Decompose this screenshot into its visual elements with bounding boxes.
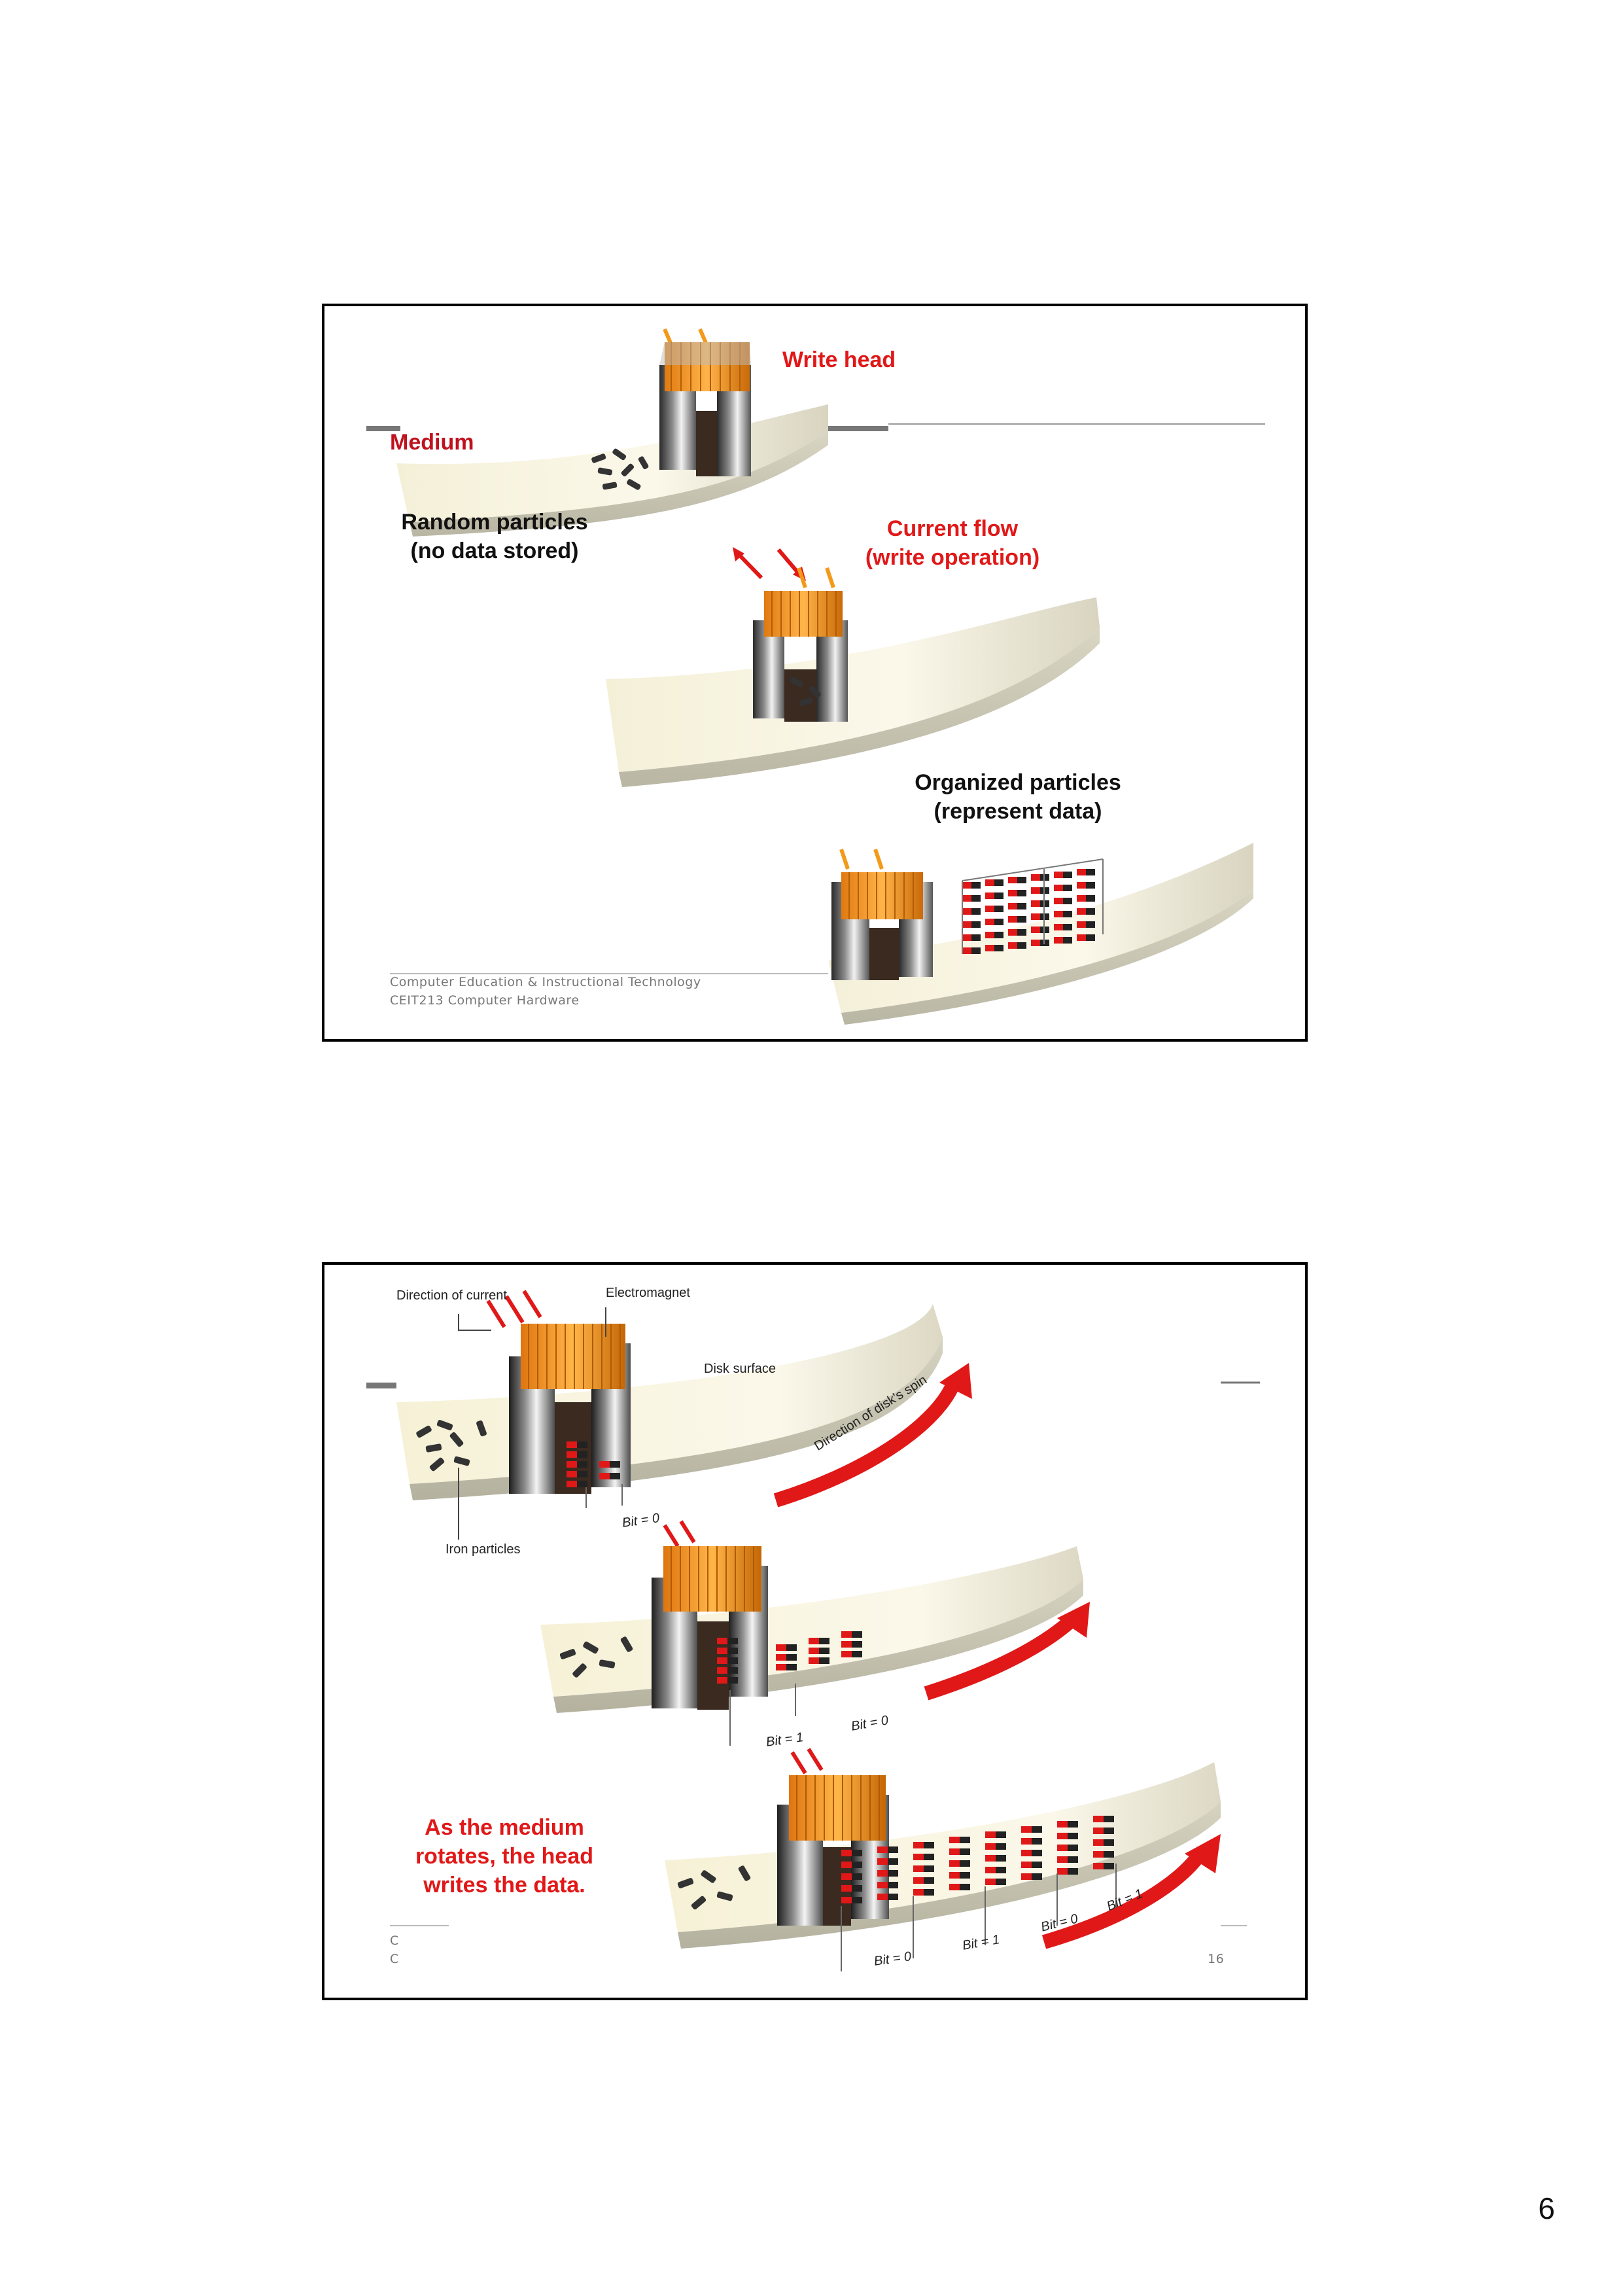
organized-particles (962, 858, 1104, 954)
write-head-label: Write head (782, 347, 896, 372)
write-head-3 (831, 849, 933, 980)
spin-arrow-1 (773, 1383, 959, 1508)
spin-arrow-3 (1041, 1852, 1204, 1949)
iron-particles-label: Iron particles (445, 1542, 521, 1557)
platter-1 (396, 404, 828, 522)
iron-particles-1 (416, 1420, 487, 1472)
iron-particles-3 (677, 1865, 751, 1910)
write-head-2 (753, 567, 848, 722)
organized-particles-label: Organized particles (represent data) (915, 770, 1121, 824)
direction-of-current-label: Direction of current (396, 1288, 507, 1303)
current-flow-label: Current flow (write operation) (865, 516, 1040, 571)
disk-write-illustration (366, 1290, 1260, 1971)
random-particles-label: Random particles (no data stored) (401, 510, 588, 564)
electromagnet-2 (652, 1520, 862, 1746)
written-bit-grid (841, 1816, 1117, 1971)
slide-footer-fragment: C C (390, 1934, 399, 1966)
electromagnet-1 (486, 1290, 631, 1508)
disk-surface-label: Disk surface (704, 1362, 777, 1376)
template-accent-left (366, 426, 400, 431)
iron-particles-2 (559, 1636, 633, 1678)
write-head-1 (659, 328, 751, 476)
spin-arrow-2 (924, 1616, 1075, 1701)
slide-number-fragment: 16 (1208, 1952, 1225, 1966)
electromagnet-3 (777, 1748, 889, 1926)
caption: As the medium rotates, the head writes t… (415, 1815, 594, 1898)
electromagnet-label: Electromagnet (606, 1286, 690, 1300)
slide-footer: Computer Education & Instructional Techn… (390, 975, 701, 1008)
slide-write-operation: Write head Medium Random particles (no d… (322, 304, 1308, 1042)
current-flow-arrows (733, 547, 806, 581)
template-accent-left (366, 1383, 396, 1388)
template-accent-right (824, 426, 888, 431)
write-head-illustration (366, 328, 1265, 1025)
medium-label: Medium (390, 430, 474, 455)
disk-platter-1 (396, 1304, 943, 1484)
platter-2 (606, 597, 1100, 772)
page-number: 6 (1538, 2191, 1555, 2225)
slide-head-writes-data: Direction of current Electromagnet Disk … (322, 1262, 1308, 2000)
random-particles (591, 448, 649, 490)
